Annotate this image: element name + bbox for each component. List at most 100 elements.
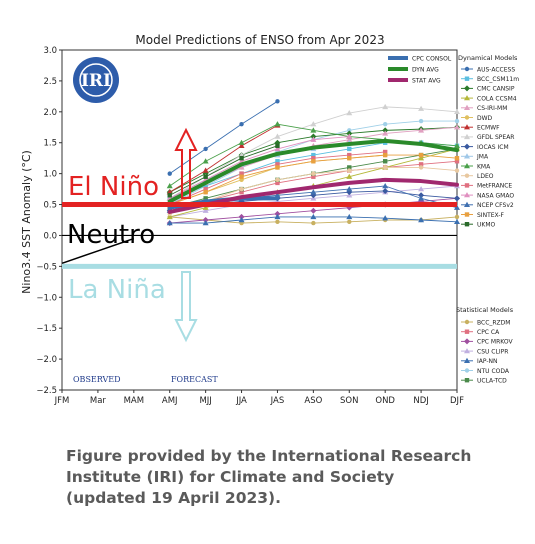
data-point xyxy=(202,167,209,173)
avg-dyn-avg xyxy=(167,138,459,204)
x-tick-label: SON xyxy=(340,396,358,406)
data-point xyxy=(382,215,389,221)
legend-dyn-label: COLA CCSM4 xyxy=(477,95,517,102)
data-point xyxy=(274,210,281,217)
legend-stat-label: CPC CA xyxy=(477,329,500,336)
data-point xyxy=(418,152,424,158)
data-point xyxy=(202,158,209,164)
data-point xyxy=(275,219,280,225)
y-tick-label: 1.0 xyxy=(43,170,57,180)
legend-dynamical: Dynamical Models AUS-ACCESS BCC_CSM11m CMC … xyxy=(458,54,519,229)
data-point xyxy=(464,183,470,188)
y-axis-label: Nino3.4 SST Anomaly (°C) xyxy=(20,150,33,294)
data-point xyxy=(464,143,470,150)
data-point xyxy=(464,201,470,207)
data-point xyxy=(464,173,470,178)
data-point xyxy=(311,174,316,179)
data-point xyxy=(418,162,424,167)
data-point xyxy=(347,152,352,158)
legend-averages: CPC CONSOL DYN AVG STAT AVG xyxy=(388,56,452,85)
el-nino-label: El Niño xyxy=(68,172,159,202)
data-point xyxy=(464,348,470,354)
legend-dyn-label: KMA xyxy=(477,163,491,170)
legend-dyn-label: IOCAS ICM xyxy=(477,144,509,151)
y-tick-label: 0.5 xyxy=(43,201,57,211)
data-point xyxy=(203,189,208,195)
data-point xyxy=(454,124,460,130)
chart-title: Model Predictions of ENSO from Apr 2023 xyxy=(135,33,384,47)
x-tick-label: OND xyxy=(375,396,395,406)
data-point xyxy=(418,105,425,111)
data-point xyxy=(166,213,173,220)
data-point xyxy=(454,159,460,164)
legend-stat-marker xyxy=(464,357,470,363)
data-point xyxy=(464,212,470,217)
legend-statistical: Statistical Models BCC_RZDM CPC CA CPC MRKO… xyxy=(456,306,514,385)
data-point xyxy=(275,159,280,164)
data-point xyxy=(454,218,460,225)
dyn-model-aus-access xyxy=(167,99,280,176)
data-point xyxy=(310,189,317,195)
legend-dyn-label: JMA xyxy=(476,154,489,161)
data-point xyxy=(346,213,353,220)
data-point xyxy=(346,173,353,179)
data-point xyxy=(454,204,460,210)
x-tick-label: NDJ xyxy=(413,396,428,406)
x-tick-label: JAS xyxy=(270,396,285,406)
data-point xyxy=(203,174,208,179)
data-point xyxy=(311,220,316,226)
legend-stat-label: UCLA-TCD xyxy=(477,378,507,385)
legend-avg-label: STAT AVG xyxy=(412,78,441,85)
data-point xyxy=(347,168,352,173)
data-point xyxy=(418,217,425,223)
data-point xyxy=(310,121,317,127)
data-point xyxy=(454,195,460,202)
annotations: El Niño Neutro La Niña xyxy=(67,127,198,343)
caption-line-3: (updated 19 April 2023). xyxy=(66,489,282,507)
data-point xyxy=(275,165,280,170)
caption-line-1: Figure provided by the International Res… xyxy=(66,447,472,465)
caption-line-2: Institute (IRI) for Climate and Society xyxy=(66,468,395,486)
data-point xyxy=(464,378,470,383)
data-point xyxy=(275,162,280,167)
data-point xyxy=(454,108,460,115)
data-point xyxy=(464,124,470,130)
legend-stat-label: NTU CODA xyxy=(477,368,510,375)
data-point xyxy=(310,207,317,214)
legend-dyn-label: ECMWF xyxy=(477,125,500,132)
data-point xyxy=(239,171,244,176)
data-point xyxy=(347,219,352,225)
data-point xyxy=(464,357,470,363)
y-tick-label: −0.5 xyxy=(36,262,57,272)
observed-label: OBSERVED xyxy=(73,375,121,384)
data-point xyxy=(167,193,172,198)
data-point xyxy=(454,214,460,220)
legend-avg-label: CPC CONSOL xyxy=(412,56,452,63)
data-point xyxy=(464,104,470,110)
data-point xyxy=(347,128,352,133)
down-arrow-icon xyxy=(174,271,198,343)
data-point xyxy=(382,127,389,134)
stat-model-iap-nn xyxy=(166,213,460,226)
data-point xyxy=(464,222,470,227)
data-point xyxy=(464,163,470,169)
data-point xyxy=(464,368,470,373)
data-point xyxy=(454,168,460,173)
data-point xyxy=(238,142,245,149)
x-tick-label: JJA xyxy=(235,396,247,406)
data-point xyxy=(464,66,470,72)
data-point xyxy=(382,130,389,136)
data-point xyxy=(239,189,244,195)
data-point xyxy=(464,95,470,101)
data-point xyxy=(418,155,425,161)
data-point xyxy=(275,180,280,186)
legend-dynamical-title: Dynamical Models xyxy=(458,54,518,62)
data-point xyxy=(203,186,208,192)
data-point xyxy=(239,121,244,127)
series-line xyxy=(169,136,350,199)
data-point xyxy=(310,213,317,220)
data-point xyxy=(203,196,208,201)
legend-stat-marker xyxy=(464,329,470,334)
data-point xyxy=(311,171,316,176)
data-point xyxy=(202,220,209,226)
